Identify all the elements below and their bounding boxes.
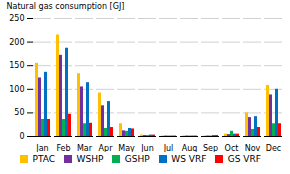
svg-text:Sep: Sep xyxy=(203,144,218,152)
svg-text:50: 50 xyxy=(14,108,24,117)
svg-text:Natural gas consumption [GJ]: Natural gas consumption [GJ] xyxy=(7,2,125,11)
svg-text:Feb: Feb xyxy=(56,144,70,152)
html-text:PTAC: PTAC xyxy=(32,154,55,164)
svg-text:May: May xyxy=(118,144,135,152)
svg-text:150: 150 xyxy=(9,61,24,70)
svg-text:Jan: Jan xyxy=(35,144,48,152)
html-text:WS VRF: WS VRF xyxy=(171,154,207,164)
svg-text:Aug: Aug xyxy=(182,144,198,152)
html-text:GSHP: GSHP xyxy=(124,154,150,164)
svg-text:Apr: Apr xyxy=(99,144,114,152)
html-text:WSHP: WSHP xyxy=(76,154,104,164)
svg-text:Nov: Nov xyxy=(245,144,261,152)
svg-text:Jun: Jun xyxy=(140,144,154,152)
svg-text:Oct: Oct xyxy=(225,144,239,152)
svg-text:Jul: Jul xyxy=(163,144,174,152)
svg-text:Dec: Dec xyxy=(266,144,281,152)
html-text:GS VRF: GS VRF xyxy=(227,154,261,164)
svg-text:100: 100 xyxy=(9,85,24,94)
svg-text:0: 0 xyxy=(19,132,24,141)
svg-text:200: 200 xyxy=(9,38,24,47)
svg-text:250: 250 xyxy=(9,14,24,23)
svg-text:Mar: Mar xyxy=(77,144,93,152)
